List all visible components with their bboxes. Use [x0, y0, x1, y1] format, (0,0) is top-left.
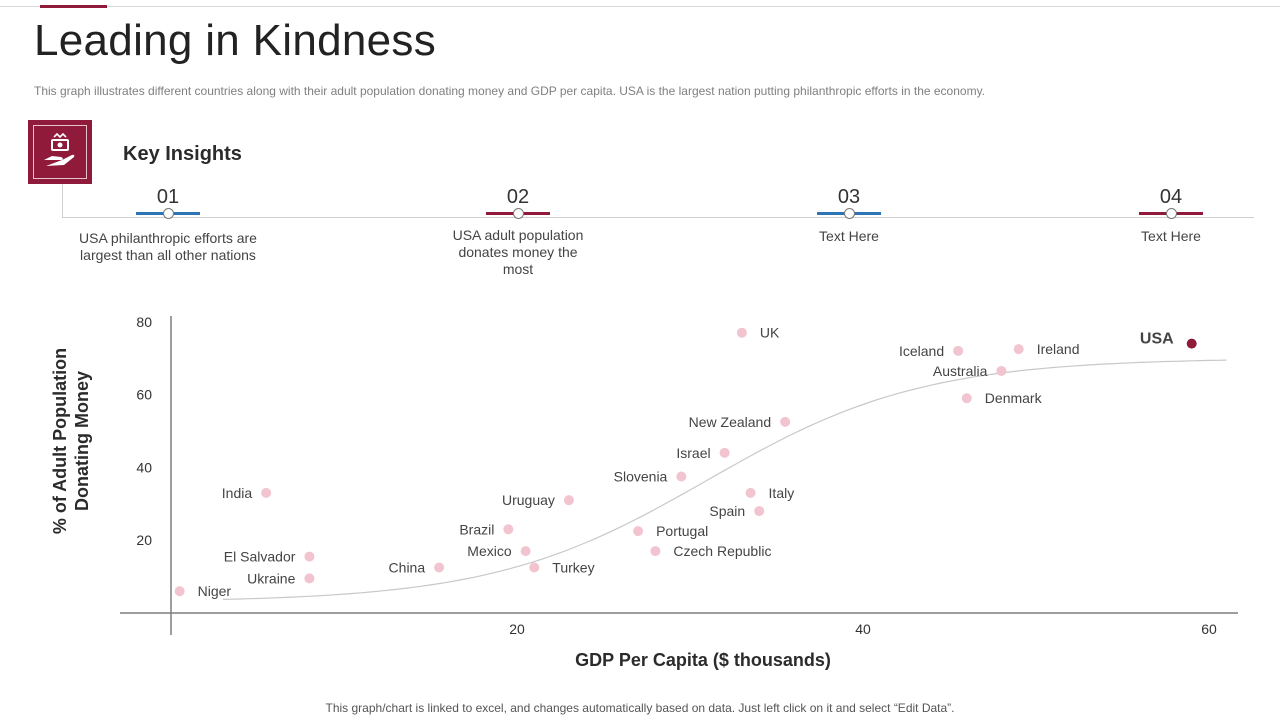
money-donation-hand-icon	[44, 132, 75, 166]
data-label: El Salvador	[224, 549, 296, 565]
data-label: China	[389, 560, 426, 576]
data-point	[754, 506, 765, 517]
data-label: Israel	[676, 445, 710, 461]
data-label: Iceland	[899, 343, 944, 359]
data-point	[745, 487, 756, 498]
y-tick-label: 20	[136, 532, 152, 548]
y-tick-label: 80	[136, 314, 152, 330]
insight-item: 01 USA philanthropic efforts are largest…	[78, 186, 258, 263]
key-insights-heading: Key Insights	[123, 143, 242, 165]
data-point	[503, 524, 514, 535]
data-label: Ireland	[1037, 341, 1080, 357]
insight-text: USA adult population donates money the m…	[452, 227, 584, 277]
data-point	[633, 526, 644, 537]
timeline-dot	[1166, 208, 1177, 219]
timeline-dot	[163, 208, 174, 219]
data-label: Portugal	[656, 523, 708, 539]
insight-text: Text Here	[1141, 228, 1201, 244]
y-tick-label: 60	[136, 387, 152, 403]
data-label: Mexico	[467, 543, 512, 559]
top-accent-bar	[40, 5, 107, 8]
data-label: Brazil	[459, 521, 494, 537]
data-label: Czech Republic	[673, 543, 771, 559]
timeline-dot	[844, 208, 855, 219]
data-point	[676, 471, 687, 482]
data-point	[520, 546, 531, 557]
insight-number: 03	[837, 186, 861, 208]
data-label: Spain	[709, 503, 745, 519]
data-point	[563, 495, 574, 506]
y-tick-label: 40	[136, 459, 152, 475]
insight-text: Text Here	[819, 228, 879, 244]
data-point	[304, 551, 315, 562]
data-label: Uruguay	[502, 492, 555, 508]
data-label: Turkey	[552, 560, 594, 576]
data-label: India	[222, 485, 253, 501]
data-label: UK	[760, 325, 780, 341]
data-label: USA	[1140, 331, 1174, 348]
data-point	[780, 416, 791, 427]
insight-item: 03 Text Here	[759, 186, 939, 244]
top-divider	[0, 6, 1280, 7]
insight-item: 02 USA adult population donates money th…	[428, 186, 608, 277]
page-subtitle: This graph illustrates different countri…	[34, 84, 986, 98]
timeline-line	[62, 217, 1254, 218]
data-point	[996, 365, 1007, 376]
x-tick-label: 40	[855, 621, 871, 637]
data-point	[434, 562, 445, 573]
insight-number: 01	[156, 186, 180, 208]
insight-number: 04	[1159, 186, 1183, 208]
data-point	[1186, 338, 1197, 349]
data-point	[1013, 344, 1024, 355]
insights-icon-box	[28, 120, 92, 184]
trend-line	[222, 359, 1227, 600]
data-point	[529, 562, 540, 573]
insight-number: 02	[506, 186, 530, 208]
data-label: Italy	[769, 485, 795, 501]
insight-text: USA philanthropic efforts are largest th…	[79, 230, 257, 263]
data-point	[953, 345, 964, 356]
data-point	[261, 487, 272, 498]
y-axis-title-line: % of Adult Population	[50, 348, 70, 534]
y-axis-title: % of Adult Population Donating Money	[50, 348, 92, 534]
page-title: Leading in Kindness	[34, 16, 437, 65]
data-label: Slovenia	[614, 469, 668, 485]
timeline-connector	[62, 184, 63, 217]
data-point	[650, 546, 661, 557]
data-point	[719, 447, 730, 458]
data-point	[736, 327, 747, 338]
data-label: Niger	[198, 583, 232, 599]
x-tick-label: 20	[509, 621, 525, 637]
timeline-dot	[513, 208, 524, 219]
insight-item: 04 Text Here	[1081, 186, 1261, 244]
data-label: Ukraine	[247, 570, 295, 586]
x-axis-title: GDP Per Capita ($ thousands)	[575, 650, 831, 670]
footer-note: This graph/chart is linked to excel, and…	[325, 701, 955, 715]
data-label: Denmark	[985, 390, 1043, 406]
data-point	[174, 586, 185, 597]
icon-frame	[33, 125, 87, 179]
x-tick-label: 60	[1201, 621, 1217, 637]
data-label: New Zealand	[689, 414, 772, 430]
data-label: Australia	[933, 363, 988, 379]
data-point	[304, 573, 315, 584]
data-point	[961, 393, 972, 404]
y-axis-title-line: Donating Money	[72, 371, 92, 511]
